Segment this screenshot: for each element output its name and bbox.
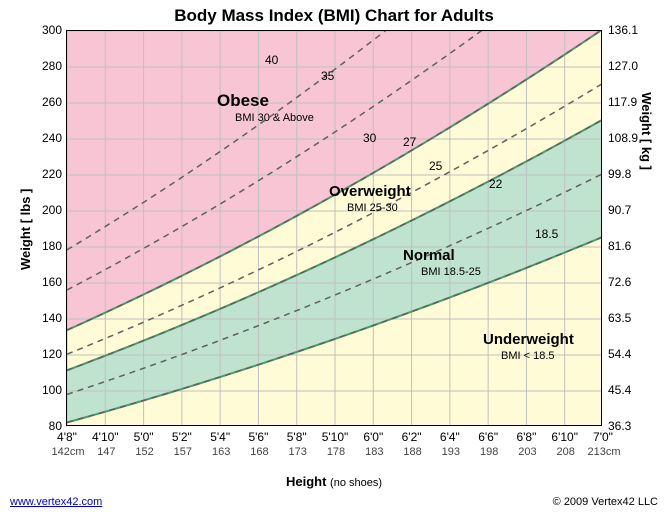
y-right-tick: 54.4 — [608, 347, 631, 361]
x-tick-cm: 152 — [125, 446, 165, 458]
y-left-tick: 220 — [42, 167, 62, 181]
copyright-text: © 2009 Vertex42 LLC — [553, 496, 658, 508]
bmi-line-label: 35 — [321, 69, 334, 83]
y-right-tick: 136.1 — [608, 23, 638, 37]
category-overweight: Overweight — [329, 183, 411, 200]
source-link[interactable]: www.vertex42.com — [10, 496, 102, 508]
category-obese-sub: BMI 30 & Above — [235, 112, 314, 124]
x-tick-cm: 183 — [354, 446, 394, 458]
category-underweight: Underweight — [483, 331, 574, 348]
x-tick-cm: 208 — [546, 446, 586, 458]
y-right-tick: 108.9 — [608, 131, 638, 145]
x-tick-ft: 6'4" — [435, 430, 465, 444]
bmi-line-label: 25 — [429, 159, 442, 173]
y-right-tick: 81.6 — [608, 239, 631, 253]
y-left-tick: 140 — [42, 311, 62, 325]
x-tick-ft: 6'0" — [358, 430, 388, 444]
category-normal: Normal — [403, 247, 455, 264]
chart-title: Body Mass Index (BMI) Chart for Adults — [0, 6, 668, 26]
y-right-tick: 127.0 — [608, 59, 638, 73]
y-left-tick: 180 — [42, 239, 62, 253]
y-right-tick: 45.4 — [608, 383, 631, 397]
x-tick-cm: 168 — [239, 446, 279, 458]
y-left-tick: 240 — [42, 131, 62, 145]
category-overweight-sub: BMI 25-30 — [347, 202, 398, 214]
y-right-tick: 99.8 — [608, 167, 631, 181]
bmi-line-label: 27 — [403, 135, 416, 149]
category-underweight-sub: BMI < 18.5 — [501, 350, 555, 362]
x-tick-ft: 6'2" — [397, 430, 427, 444]
y-left-tick: 280 — [42, 59, 62, 73]
x-tick-cm: 163 — [201, 446, 241, 458]
bmi-line-label: 18.5 — [535, 227, 558, 241]
bmi-line-label: 40 — [265, 53, 278, 67]
bmi-line-label: 22 — [489, 177, 502, 191]
y-left-tick: 300 — [42, 23, 62, 37]
x-tick-cm: 203 — [507, 446, 547, 458]
x-tick-ft: 4'10" — [90, 430, 120, 444]
y-right-tick: 90.7 — [608, 203, 631, 217]
x-tick-ft: 5'2" — [167, 430, 197, 444]
y-right-tick: 72.6 — [608, 275, 631, 289]
x-tick-ft: 5'6" — [243, 430, 273, 444]
category-normal-sub: BMI 18.5-25 — [421, 266, 481, 278]
y-left-tick: 100 — [42, 383, 62, 397]
y-right-tick: 63.5 — [608, 311, 631, 325]
x-axis-label: Height (no shoes) — [0, 474, 668, 489]
category-obese: Obese — [217, 91, 269, 111]
x-tick-ft: 5'8" — [282, 430, 312, 444]
x-tick-ft: 7'0" — [588, 430, 618, 444]
y-left-tick: 160 — [42, 275, 62, 289]
x-tick-ft: 4'8" — [52, 430, 82, 444]
x-tick-ft: 5'4" — [205, 430, 235, 444]
y-right-tick: 117.9 — [608, 95, 637, 109]
x-tick-cm: 198 — [469, 446, 509, 458]
x-tick-cm: 213cm — [584, 446, 624, 458]
x-tick-cm: 188 — [393, 446, 433, 458]
x-tick-cm: 193 — [431, 446, 471, 458]
x-tick-ft: 6'10" — [550, 430, 580, 444]
y-left-tick: 200 — [42, 203, 62, 217]
x-tick-cm: 178 — [316, 446, 356, 458]
y-left-tick: 120 — [42, 347, 62, 361]
x-tick-cm: 147 — [86, 446, 126, 458]
x-tick-ft: 5'10" — [320, 430, 350, 444]
x-tick-ft: 6'8" — [511, 430, 541, 444]
x-tick-ft: 6'6" — [473, 430, 503, 444]
x-tick-ft: 5'0" — [129, 430, 159, 444]
x-tick-cm: 142cm — [48, 446, 88, 458]
x-tick-cm: 157 — [163, 446, 203, 458]
y-left-axis-label: Weight [ lbs ] — [18, 189, 33, 270]
bmi-line-label: 30 — [363, 131, 376, 145]
y-left-tick: 260 — [42, 95, 62, 109]
x-tick-cm: 173 — [278, 446, 318, 458]
bmi-plot-area: ObeseBMI 30 & Above Overweight BMI 25-30 No… — [66, 30, 602, 426]
y-right-axis-label: Weight [ kg ] — [639, 92, 654, 170]
